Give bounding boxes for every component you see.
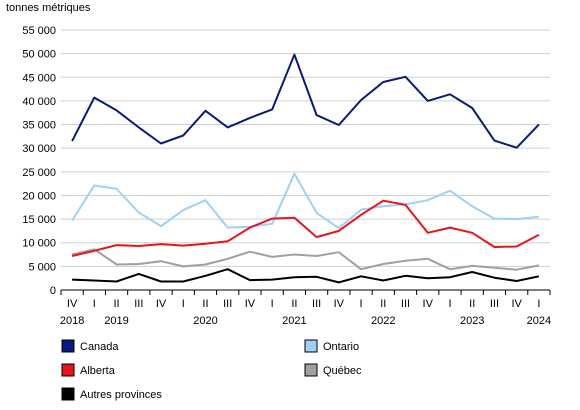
x-tick-label-quarter: II (202, 298, 208, 310)
x-tick-label-quarter: III (312, 298, 321, 310)
x-tick-label-quarter: I (448, 298, 451, 310)
x-tick-label-quarter: IV (511, 298, 522, 310)
x-tick-label-quarter: IV (156, 298, 167, 310)
y-tick-label: 40 000 (22, 96, 56, 108)
x-tick-label-quarter: III (490, 298, 499, 310)
legend-label: Alberta (80, 365, 116, 377)
legend-swatch (61, 387, 75, 401)
series-line-ontario (71, 172, 540, 230)
x-tick-label-year: 2024 (527, 315, 551, 327)
x-tick-label-year: 2020 (193, 315, 217, 327)
x-tick-label-quarter: II (291, 298, 297, 310)
y-tick-label: 5 000 (28, 261, 56, 273)
legend-swatch (304, 339, 318, 353)
gridlines (61, 29, 550, 267)
legend-label: Ontario (323, 341, 359, 353)
y-tick-label: 25 000 (22, 167, 56, 179)
legend-label: Canada (80, 341, 119, 353)
y-tick-label: 55 000 (22, 25, 56, 37)
y-tick-label: 30 000 (22, 143, 56, 155)
legend-label: Québec (323, 365, 362, 377)
x-tick-label-quarter: IV (334, 298, 345, 310)
x-axis: IV I II III IV I II III IV I II III IV I II III IV I II III… (60, 289, 551, 327)
x-tick-label-quarter: III (401, 298, 410, 310)
x-tick-label-quarter: I (360, 298, 363, 310)
x-tick-label-quarter: I (537, 298, 540, 310)
x-tick-label-quarter: I (271, 298, 274, 310)
legend: Canada Ontario Alberta Québec Autres provinc… (61, 339, 362, 401)
y-tick-labels: 0 5 000 10 000 15 000 20 000 25 000 30 000 35 0… (22, 25, 56, 297)
x-tick-label-year: 2018 (60, 315, 84, 327)
y-tick-label: 0 (50, 285, 56, 297)
series-line-qu-bec (71, 248, 540, 271)
series-line-autres-provinces (72, 268, 540, 284)
x-tick-label-year: 2023 (460, 315, 484, 327)
x-tick-label-quarter: IV (67, 298, 78, 310)
x-tick-label-year: 2019 (104, 315, 128, 327)
y-axis-label: tonnes métriques (6, 2, 91, 14)
legend-swatch (61, 339, 75, 353)
series-lines (71, 53, 540, 284)
x-tick-label-quarter: III (223, 298, 232, 310)
y-tick-label: 10 000 (22, 238, 56, 250)
legend-swatch (61, 363, 75, 377)
x-tick-label-year: 2022 (371, 315, 395, 327)
x-tick-label-quarter: I (93, 298, 96, 310)
x-tick-label-quarter: II (114, 298, 120, 310)
legend-label: Autres provinces (80, 389, 162, 401)
legend-swatch (304, 363, 318, 377)
x-tick-label-year: 2021 (282, 315, 306, 327)
x-tick-label-quarter: III (134, 298, 143, 310)
y-tick-label: 35 000 (22, 120, 56, 132)
series-line-canada (71, 53, 540, 149)
series-line-alberta (71, 199, 540, 257)
x-tick-label-quarter: IV (245, 298, 256, 310)
y-tick-label: 50 000 (22, 49, 56, 61)
y-tick-label: 15 000 (22, 214, 56, 226)
y-tick-label: 20 000 (22, 190, 56, 202)
x-tick-label-quarter: IV (423, 298, 434, 310)
y-tick-label: 45 000 (22, 72, 56, 84)
x-tick-label-quarter: II (380, 298, 386, 310)
x-tick-label-quarter: II (469, 298, 475, 310)
x-tick-label-quarter: I (182, 298, 185, 310)
